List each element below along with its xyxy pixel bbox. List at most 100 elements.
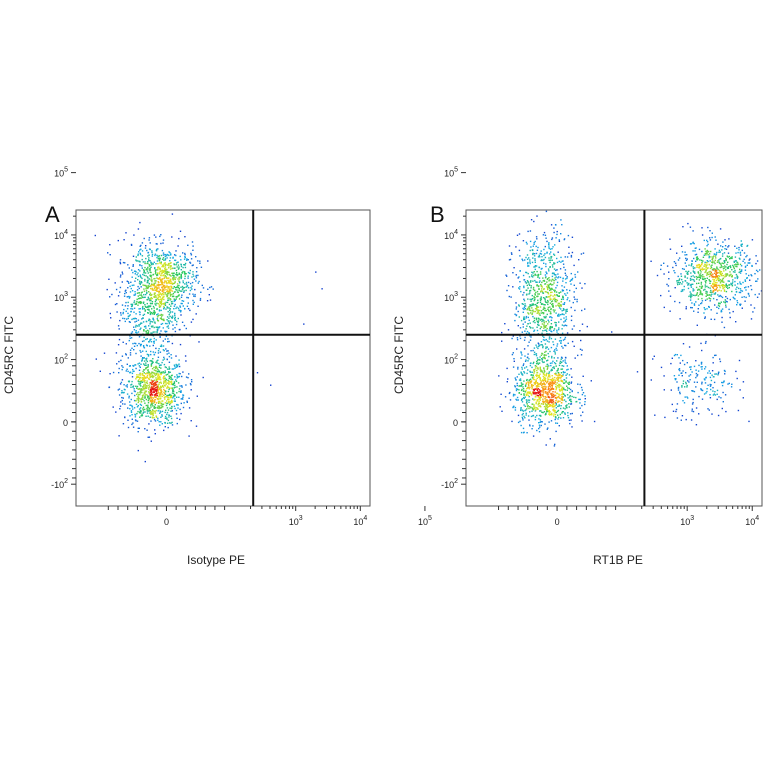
- event-dot: [151, 397, 152, 398]
- event-dot: [757, 271, 758, 272]
- event-dot: [541, 425, 542, 426]
- event-dot: [178, 309, 179, 310]
- event-dot: [726, 264, 727, 265]
- event-dot: [156, 243, 157, 244]
- event-dot: [157, 398, 158, 399]
- event-dot: [506, 290, 507, 291]
- event-dot: [660, 295, 661, 296]
- event-dot: [526, 290, 527, 291]
- event-dot: [682, 289, 683, 290]
- event-dot: [544, 386, 545, 387]
- event-dot: [543, 388, 544, 389]
- event-dot: [149, 392, 150, 393]
- event-dot: [155, 301, 156, 302]
- event-dot: [706, 252, 707, 253]
- event-dot: [545, 327, 546, 328]
- event-dot: [557, 369, 558, 370]
- event-dot: [154, 255, 155, 256]
- event-dot: [169, 422, 170, 423]
- event-dot: [690, 369, 691, 370]
- event-dot: [198, 281, 199, 282]
- event-dot: [165, 266, 166, 267]
- event-dot: [155, 300, 156, 301]
- event-dot: [144, 409, 145, 410]
- event-dot: [528, 358, 529, 359]
- event-dot: [540, 383, 541, 384]
- event-dot: [728, 238, 729, 239]
- event-dot: [178, 285, 179, 286]
- event-dot: [159, 425, 160, 426]
- event-dot: [129, 321, 130, 322]
- event-dot: [144, 403, 145, 404]
- event-dot: [506, 368, 507, 369]
- event-dot: [143, 346, 144, 347]
- event-dot: [560, 414, 561, 415]
- event-dot: [164, 285, 165, 286]
- event-dot: [169, 304, 170, 305]
- event-dot: [557, 379, 558, 380]
- event-dot: [540, 410, 541, 411]
- event-dot: [152, 321, 153, 322]
- event-dot: [162, 259, 163, 260]
- event-dot: [257, 372, 258, 373]
- event-dot: [132, 408, 133, 409]
- event-dot: [151, 366, 152, 367]
- event-dot: [754, 273, 755, 274]
- event-dot: [527, 353, 528, 354]
- event-dot: [533, 311, 534, 312]
- event-dot: [737, 378, 738, 379]
- event-dot: [568, 247, 569, 248]
- event-dot: [523, 292, 524, 293]
- event-dot: [549, 296, 550, 297]
- event-dot: [165, 385, 166, 386]
- event-dot: [560, 343, 561, 344]
- event-dot: [529, 326, 530, 327]
- event-dot: [575, 276, 576, 277]
- event-dot: [152, 325, 153, 326]
- event-dot: [561, 359, 562, 360]
- event-dot: [131, 337, 132, 338]
- event-dot: [516, 314, 517, 315]
- event-dot: [95, 235, 96, 236]
- event-dot: [140, 275, 141, 276]
- event-dot: [553, 262, 554, 263]
- event-dot: [138, 398, 139, 399]
- event-dot: [165, 366, 166, 367]
- event-dot: [692, 275, 693, 276]
- event-dot: [174, 381, 175, 382]
- event-dot: [127, 296, 128, 297]
- event-dot: [516, 308, 517, 309]
- event-dot: [161, 281, 162, 282]
- event-dot: [146, 299, 147, 300]
- event-dot: [734, 284, 735, 285]
- event-dot: [681, 279, 682, 280]
- event-dot: [693, 411, 694, 412]
- event-dot: [725, 306, 726, 307]
- event-dot: [522, 384, 523, 385]
- event-dot: [545, 329, 546, 330]
- event-dot: [166, 278, 167, 279]
- event-dot: [182, 267, 183, 268]
- event-dot: [520, 327, 521, 328]
- event-dot: [176, 381, 177, 382]
- event-dot: [551, 317, 552, 318]
- event-dot: [717, 294, 718, 295]
- event-dot: [127, 384, 128, 385]
- event-dot: [709, 287, 710, 288]
- event-dot: [147, 282, 148, 283]
- x-tick-label: 104: [353, 515, 367, 527]
- event-dot: [548, 414, 549, 415]
- event-dot: [170, 266, 171, 267]
- event-dot: [144, 376, 145, 377]
- event-dot: [178, 238, 179, 239]
- event-dot: [134, 291, 135, 292]
- event-dot: [748, 293, 749, 294]
- event-dot: [162, 287, 163, 288]
- event-dot: [145, 416, 146, 417]
- event-dot: [536, 319, 537, 320]
- event-dot: [694, 391, 695, 392]
- event-dot: [135, 386, 136, 387]
- event-dot: [551, 369, 552, 370]
- event-dot: [563, 339, 564, 340]
- event-dot: [167, 353, 168, 354]
